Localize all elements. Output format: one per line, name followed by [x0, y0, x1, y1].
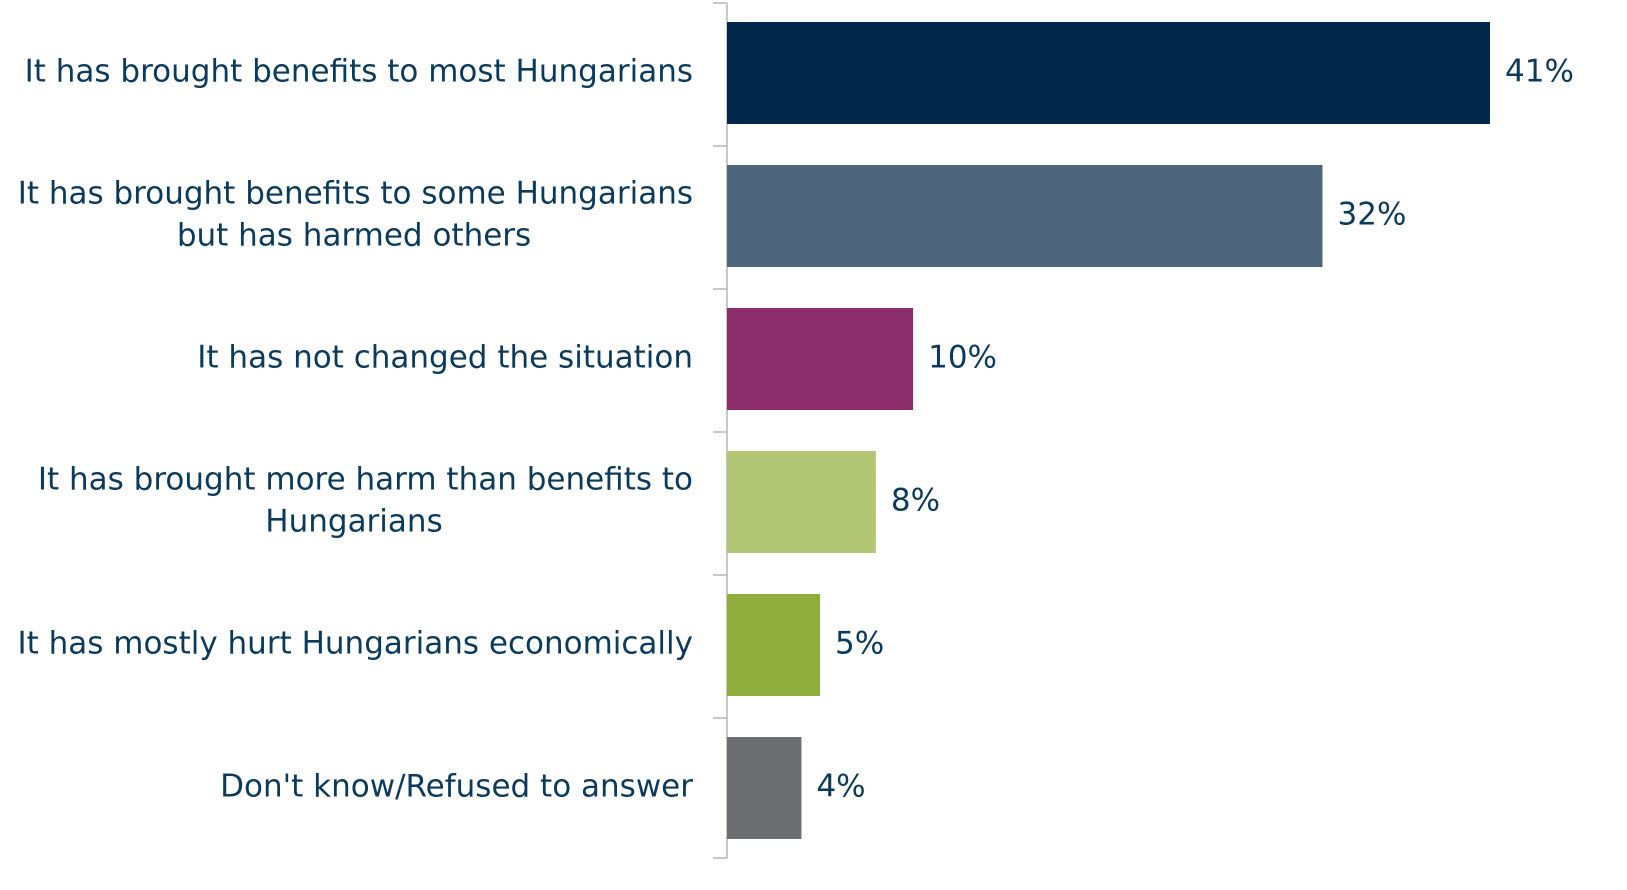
value-label: 4%: [816, 769, 865, 805]
bar: [727, 308, 914, 410]
category-label: It has brought more harm than benefits t…: [38, 462, 693, 540]
bar: [727, 22, 1490, 124]
category-label: It has not changed the situation: [197, 340, 693, 376]
category-label-line: but has harmed others: [177, 218, 531, 254]
category-label-line: It has brought more harm than benefits t…: [38, 462, 693, 498]
value-label: 32%: [1338, 197, 1407, 233]
category-label-line: It has brought benefits to some Hungaria…: [18, 176, 693, 212]
category-label-line: It has mostly hurt Hungarians economical…: [17, 626, 693, 662]
category-axis: [713, 2, 728, 859]
value-label: 8%: [891, 483, 940, 519]
category-label-line: It has not changed the situation: [197, 340, 693, 376]
value-labels: 41% 32% 10% 8% 5% 4%: [816, 54, 1573, 805]
category-label-line: Don't know/Refused to answer: [220, 769, 693, 805]
bars: [727, 22, 1490, 839]
category-label: Don't know/Refused to answer: [220, 769, 693, 805]
category-label: It has brought benefits to some Hungaria…: [18, 176, 693, 254]
value-label: 41%: [1505, 54, 1574, 90]
value-label: 10%: [928, 340, 997, 376]
bar: [727, 737, 802, 839]
category-labels: It has brought benefits to most Hungaria…: [17, 54, 693, 805]
bar: [727, 165, 1323, 267]
bar: [727, 594, 821, 696]
bar: [727, 451, 876, 553]
category-label: It has brought benefits to most Hungaria…: [25, 54, 693, 90]
category-label-line: Hungarians: [265, 504, 442, 540]
category-label: It has mostly hurt Hungarians economical…: [17, 626, 693, 662]
value-label: 5%: [835, 626, 884, 662]
category-label-line: It has brought benefits to most Hungaria…: [25, 54, 693, 90]
